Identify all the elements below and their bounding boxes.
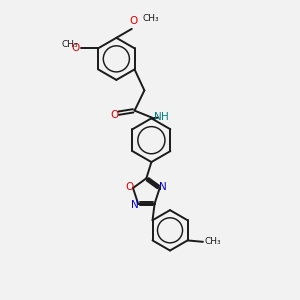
Text: N: N (154, 112, 162, 122)
Text: O: O (129, 16, 137, 26)
Text: CH₃: CH₃ (204, 237, 221, 246)
Text: O: O (110, 110, 118, 120)
Text: O: O (125, 182, 134, 193)
Text: CH₃: CH₃ (62, 40, 78, 49)
Text: CH₃: CH₃ (142, 14, 159, 23)
Text: N: N (130, 200, 138, 210)
Text: H: H (161, 112, 169, 122)
Text: N: N (160, 182, 167, 192)
Text: O: O (71, 43, 79, 53)
